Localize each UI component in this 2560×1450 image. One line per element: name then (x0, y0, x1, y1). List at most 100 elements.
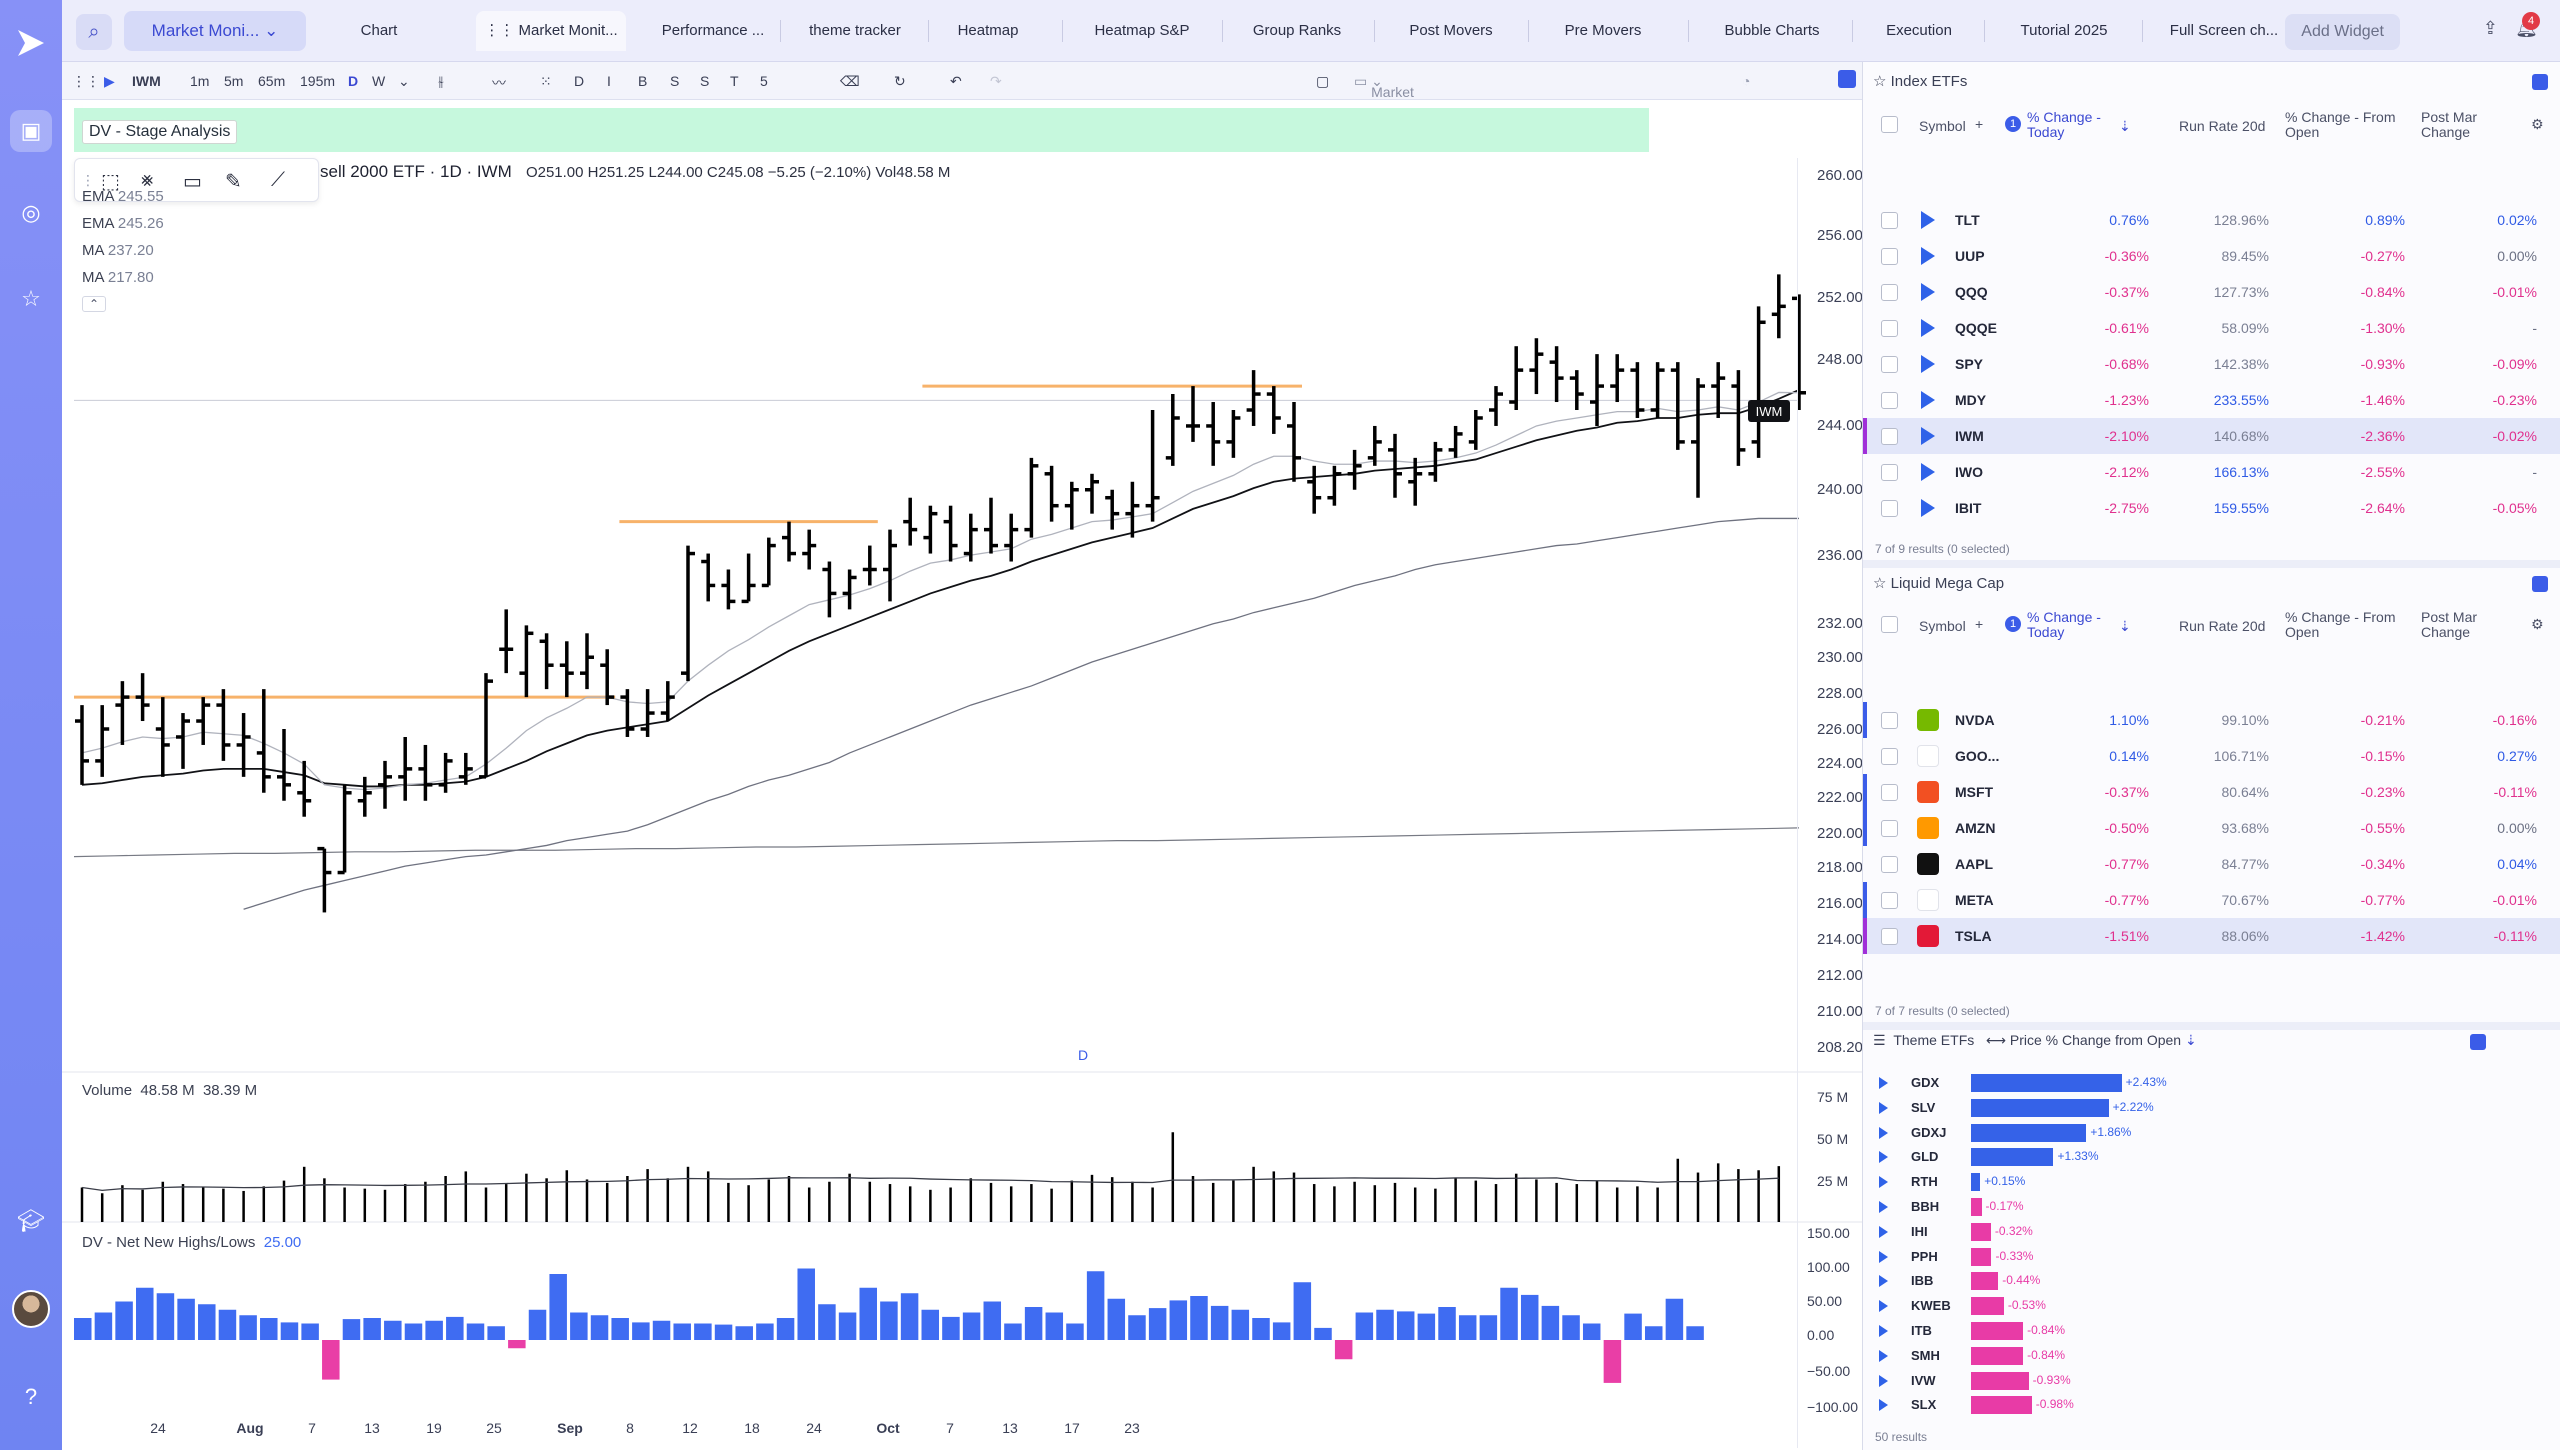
table-row[interactable]: META -0.77% 70.67% -0.77% -0.01% (1863, 882, 2560, 918)
dashboard-icon[interactable]: ▣ (10, 110, 52, 152)
settings-icon[interactable]: ⚙ (2531, 616, 2544, 632)
table-row[interactable]: TLT 0.76% 128.96% 0.89% 0.02% (1863, 202, 2560, 238)
star-icon[interactable]: ☆ (21, 286, 41, 311)
theme-symbol[interactable]: GLD (1911, 1149, 1939, 1165)
symbol-cell[interactable]: IBIT (1955, 500, 1982, 516)
symbol-cell[interactable]: MDY (1955, 392, 1987, 408)
theme-bar-row[interactable]: SLV +2.22% (1863, 1095, 2493, 1120)
symbol-cell[interactable]: QQQE (1955, 320, 1998, 336)
play-icon[interactable] (1921, 319, 1935, 337)
row-checkbox[interactable] (1881, 212, 1898, 229)
tab-heatmap-sp[interactable]: Heatmap S&P (1094, 22, 1190, 39)
symbol-cell[interactable]: IWM (1955, 428, 1984, 444)
theme-bar-row[interactable]: BBH -0.17% (1863, 1194, 2493, 1219)
theme-column-label[interactable]: Price % Change from Open (2009, 1032, 2182, 1048)
theme-symbol[interactable]: SLV (1911, 1099, 1936, 1115)
theme-bar-row[interactable]: GDX +2.43% (1863, 1070, 2493, 1095)
interval-65m[interactable]: 65m (258, 73, 286, 89)
theme-symbol[interactable]: PPH (1911, 1248, 1938, 1264)
table-row[interactable]: MSFT -0.37% 80.64% -0.23% -0.11% (1863, 774, 2560, 810)
widget-color-icon[interactable] (2532, 74, 2548, 90)
radar-icon[interactable]: ◎ (21, 200, 41, 225)
play-icon[interactable] (1921, 391, 1935, 409)
table-row[interactable]: QQQE -0.61% 58.09% -1.30% - (1863, 310, 2560, 346)
theme-symbol[interactable]: BBH (1911, 1199, 1940, 1214)
play-icon[interactable] (1879, 1250, 1888, 1263)
table-row[interactable]: QQQ -0.37% 127.73% -0.84% -0.01% (1863, 274, 2560, 310)
row-checkbox[interactable] (1881, 748, 1898, 765)
tab-post-movers[interactable]: Post Movers (1409, 22, 1493, 39)
theme-symbol[interactable]: SLX (1911, 1397, 1937, 1413)
play-icon[interactable] (1879, 1399, 1888, 1412)
trendline-icon[interactable]: ⟋ (271, 169, 285, 191)
row-checkbox[interactable] (1881, 464, 1898, 481)
table-row[interactable]: UUP -0.36% 89.45% -0.27% 0.00% (1863, 238, 2560, 274)
column-change-today[interactable]: % Change - Today (2027, 109, 2101, 140)
theme-bar-row[interactable]: RTH +0.15% (1863, 1169, 2493, 1194)
theme-symbol[interactable]: KWEB (1911, 1298, 1951, 1314)
brush-icon[interactable]: ✎ (225, 171, 242, 193)
chart-panel[interactable]: DV - Stage Analysis 260.00 256.00 252.00 24… (62, 100, 1862, 1450)
chart-canvas[interactable]: 260.00256.00252.00248.00244.00240.00236.… (62, 100, 1862, 1450)
learn-icon[interactable]: 🎓︎ (17, 1208, 45, 1233)
theme-bar-row[interactable]: KWEB -0.53% (1863, 1293, 2493, 1318)
drag-handle-icon[interactable]: ⋮ (81, 172, 95, 188)
theme-symbol[interactable]: RTH (1911, 1174, 1938, 1190)
row-checkbox[interactable] (1881, 928, 1898, 945)
add-column-icon[interactable]: + (1975, 616, 1984, 632)
table-row[interactable]: IBIT -2.75% 159.55% -2.64% -0.05% (1863, 490, 2560, 526)
play-icon[interactable] (1879, 1151, 1888, 1164)
theme-symbol[interactable]: IHI (1911, 1223, 1928, 1239)
row-checkbox[interactable] (1881, 500, 1898, 517)
symbol-cell[interactable]: UUP (1955, 248, 1985, 264)
row-checkbox[interactable] (1881, 248, 1898, 265)
tab-performance[interactable]: Performance ... (661, 22, 765, 39)
row-checkbox[interactable] (1881, 392, 1898, 409)
select-all-checkbox[interactable] (1881, 616, 1898, 633)
play-icon[interactable] (1879, 1176, 1888, 1189)
select-box-icon[interactable]: ⬚ (101, 171, 120, 193)
range-t[interactable]: T (730, 73, 739, 89)
interval-1m[interactable]: 1m (190, 73, 210, 89)
range-d[interactable]: D (574, 73, 585, 89)
range-s2[interactable]: S (700, 73, 710, 89)
layout-icon[interactable]: ▢ (1316, 73, 1330, 89)
interval-5m[interactable]: 5m (224, 73, 244, 89)
column-change-open[interactable]: % Change - From Open (2285, 609, 2396, 640)
tab-market-monitor-selector[interactable]: Market Moni... ⌄ (124, 11, 306, 51)
interval-195m[interactable]: 195m (300, 73, 336, 89)
theme-bar-row[interactable]: SMH -0.84% (1863, 1343, 2493, 1368)
column-post-mar[interactable]: Post Mar Change (2421, 609, 2478, 640)
alarm-icon[interactable]: ◔ (1742, 73, 1751, 89)
table-row[interactable]: AMZN -0.50% 93.68% -0.55% 0.00% (1863, 810, 2560, 846)
redo-icon[interactable]: ↷ (990, 73, 1002, 89)
play-icon[interactable] (1921, 283, 1935, 301)
templates-icon[interactable]: ⁙ (540, 73, 552, 89)
theme-symbol[interactable]: GDX (1911, 1075, 1940, 1090)
app-logo-icon[interactable] (14, 26, 48, 60)
play-icon[interactable] (1921, 211, 1935, 229)
crosshair-icon[interactable]: ⨳ (141, 169, 154, 191)
theme-bar-row[interactable]: IVW -0.93% (1863, 1368, 2493, 1393)
widget-color-icon[interactable] (2532, 576, 2548, 592)
play-icon[interactable] (1879, 1126, 1888, 1139)
widget-color-icon[interactable] (2470, 1034, 2486, 1050)
play-icon[interactable] (1879, 1325, 1888, 1337)
tab-group-ranks[interactable]: Group Ranks (1252, 22, 1342, 39)
row-checkbox[interactable] (1881, 356, 1898, 373)
theme-symbol[interactable]: IBB (1911, 1273, 1934, 1289)
undo-icon[interactable]: ↶ (950, 73, 962, 89)
column-symbol[interactable]: Symbol (1919, 118, 1966, 134)
select-all-checkbox[interactable] (1881, 116, 1898, 133)
range-b[interactable]: B (638, 73, 648, 89)
theme-symbol[interactable]: IVW (1911, 1372, 1936, 1388)
tab-chart[interactable]: Chart (360, 22, 398, 39)
theme-symbol[interactable]: SMH (1911, 1347, 1940, 1363)
row-checkbox[interactable] (1881, 712, 1898, 729)
symbol-cell[interactable]: AAPL (1955, 856, 1994, 872)
theme-symbol[interactable]: ITB (1911, 1323, 1932, 1338)
column-post-mar[interactable]: Post Mar Change (2421, 109, 2478, 140)
table-row[interactable]: MDY -1.23% 233.55% -1.46% -0.23% (1863, 382, 2560, 418)
search-icon[interactable]: ⌕ (76, 14, 112, 50)
play-icon[interactable] (1879, 1101, 1888, 1114)
